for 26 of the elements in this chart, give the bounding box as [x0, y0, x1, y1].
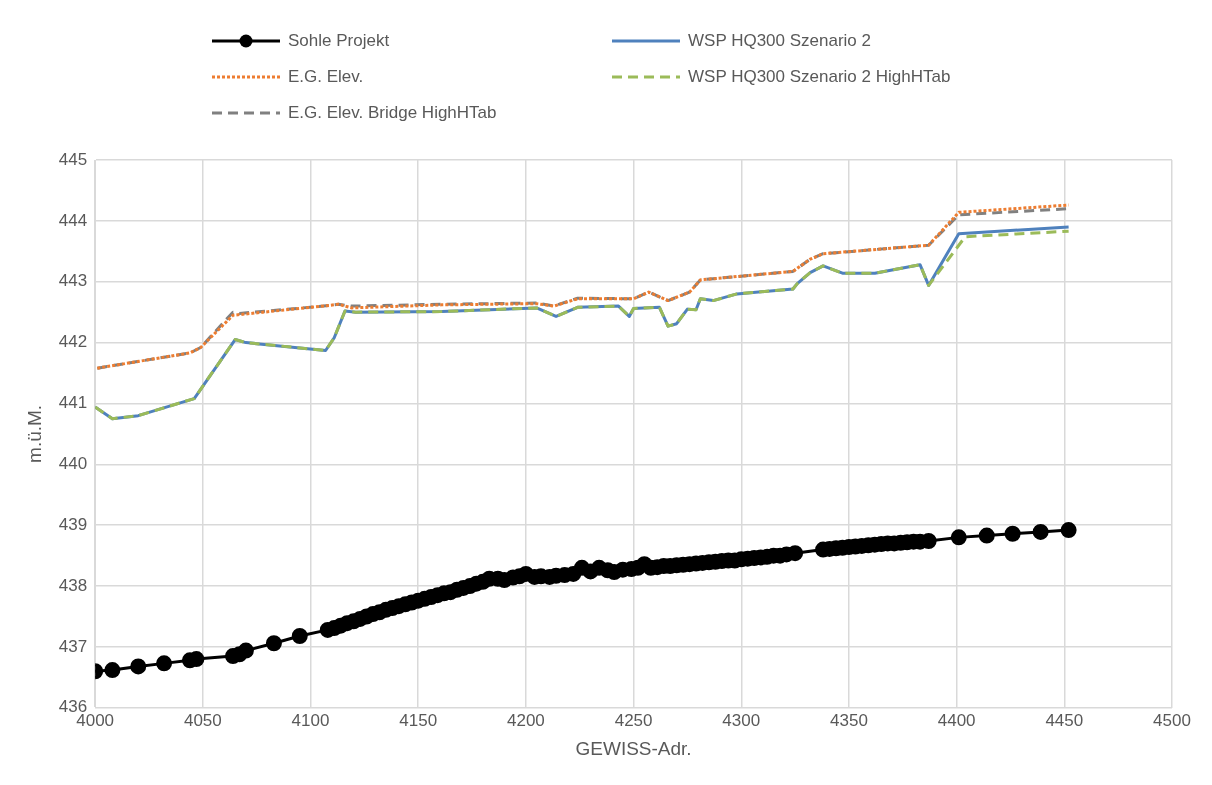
x-axis-title: GEWISS-Adr.: [575, 737, 692, 759]
y-tick-label: 441: [58, 393, 88, 413]
legend-label: Sohle Projekt: [288, 31, 390, 51]
x-tick-label: 4300: [722, 710, 761, 730]
x-tick-label: 4400: [937, 710, 976, 730]
legend-label: WSP HQ300 Szenario 2: [688, 31, 871, 51]
legend-label: E.G. Elev.: [288, 67, 364, 87]
y-tick-label: 443: [58, 271, 88, 291]
y-tick-label: 444: [58, 210, 88, 230]
y-tick-label: 438: [58, 575, 88, 595]
y-tick-label: 440: [58, 454, 88, 474]
x-tick-label: 4200: [506, 710, 545, 730]
x-tick-label: 4150: [399, 710, 438, 730]
x-tick-label: 4100: [291, 710, 330, 730]
x-tick-label: 4250: [614, 710, 653, 730]
y-tick-label: 437: [58, 636, 88, 656]
x-tick-label: 4500: [1153, 710, 1191, 730]
y-tick-label: 442: [58, 332, 88, 352]
y-tick-label: 445: [58, 149, 88, 169]
y-axis-title: m.ü.M.: [23, 404, 45, 463]
legend-label: WSP HQ300 Szenario 2 HighHTab: [688, 67, 951, 87]
x-tick-label: 4450: [1045, 710, 1084, 730]
x-tick-label: 4050: [183, 710, 222, 730]
legend-label: E.G. Elev. Bridge HighHTab: [288, 103, 497, 123]
y-tick-label: 439: [58, 514, 88, 534]
x-tick-label: 4350: [830, 710, 868, 730]
